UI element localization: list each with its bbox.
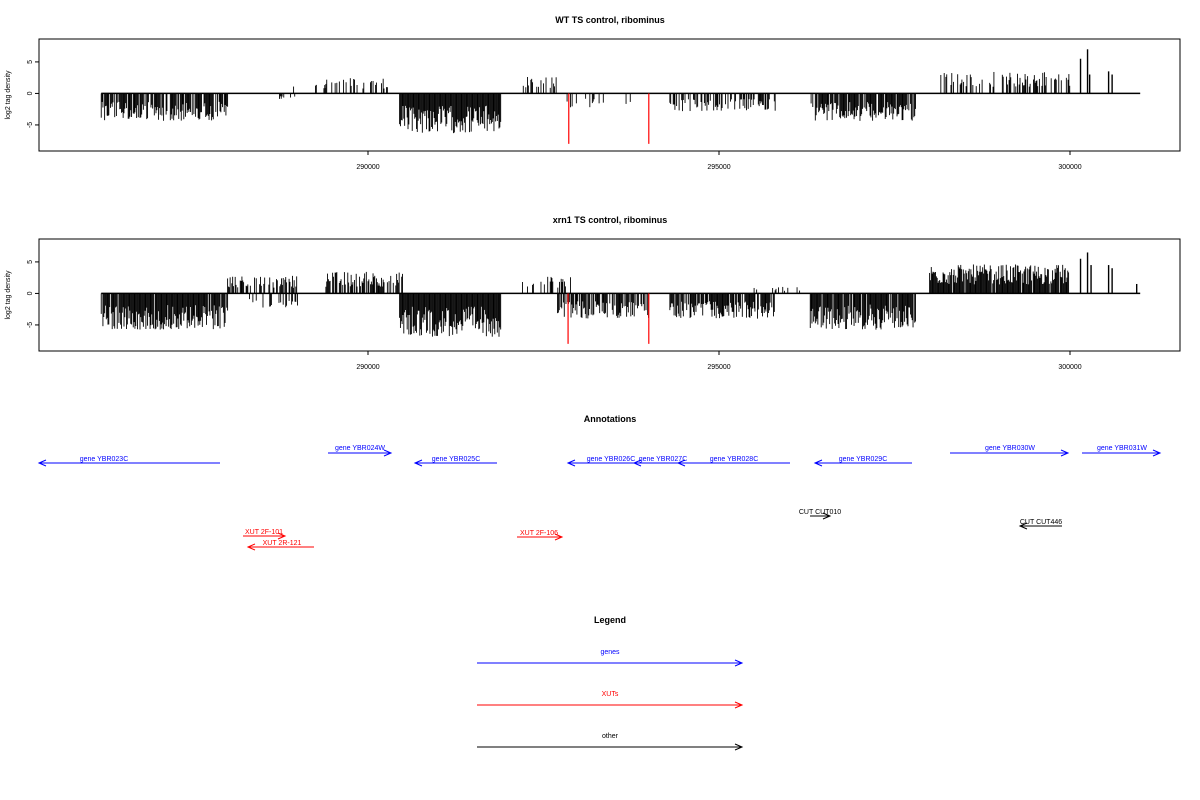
panel2-ylabel: log2 tag density	[5, 270, 12, 320]
cut-label: CUT CUT446	[1020, 519, 1062, 526]
cut-label: CUT CUT010	[799, 509, 841, 516]
y-tick-label: 0	[27, 291, 34, 295]
legend-label: other	[602, 733, 619, 740]
gene-label: gene YBR025C	[432, 456, 481, 463]
gene-label: gene YBR027C	[639, 456, 688, 463]
xut-arrow-head	[246, 543, 256, 551]
legend-arrow-head	[734, 743, 744, 751]
xut-label: XUT 2F-106	[520, 530, 558, 537]
annotation-tracks: gene YBR023C gene YBR024W gene YBR025C gene…	[37, 445, 1162, 551]
legend-label: XUTs	[602, 691, 619, 698]
annotations-title: Annotations	[584, 414, 637, 424]
gene-label: gene YBR024W	[335, 445, 385, 452]
panel1-title: WT TS control, ribominus	[555, 15, 665, 25]
y-tick-label: 0	[27, 91, 34, 95]
xut-arrow-head	[554, 533, 564, 541]
panel1-signal	[100, 49, 1141, 144]
gene-label: gene YBR028C	[710, 456, 759, 463]
legend-arrow-head	[734, 701, 744, 709]
x-tick-label: 295000	[707, 164, 730, 171]
gene-arrow-head	[1152, 449, 1162, 457]
gene-arrow-head	[383, 449, 393, 457]
x-tick-label: 295000	[707, 364, 730, 371]
panel2-axes: -5 0 5 290000 295000 300000	[27, 260, 1082, 371]
gene-label: gene YBR030W	[985, 445, 1035, 452]
x-tick-label: 290000	[356, 364, 379, 371]
gene-arrow-head	[566, 459, 576, 467]
gene-label: gene YBR031W	[1097, 445, 1147, 452]
legend-arrow-head	[734, 659, 744, 667]
panel1-frame	[38, 38, 1181, 152]
gene-arrow-head	[676, 459, 686, 467]
y-tick-label: 5	[27, 260, 34, 264]
x-tick-label: 300000	[1058, 364, 1081, 371]
gene-label: gene YBR029C	[839, 456, 888, 463]
gene-label: gene YBR026C	[587, 456, 636, 463]
gene-arrow-head	[813, 459, 823, 467]
xut-label: XUT 2R-121	[263, 540, 302, 547]
gene-label: gene YBR023C	[80, 456, 129, 463]
panel2-title: xrn1 TS control, ribominus	[553, 215, 668, 225]
gene-arrow-head	[1060, 449, 1070, 457]
panel2-frame	[38, 238, 1181, 352]
gene-arrow-head	[632, 459, 642, 467]
y-tick-label: -5	[27, 122, 34, 128]
legend: genes XUTs other	[477, 649, 744, 751]
y-tick-label: 5	[27, 60, 34, 64]
x-tick-label: 290000	[356, 164, 379, 171]
gene-arrow-head	[37, 459, 47, 467]
x-tick-label: 300000	[1058, 164, 1081, 171]
gene-arrow-head	[413, 459, 423, 467]
panel1-axes: -5 0 5 290000 295000 300000	[27, 60, 1082, 171]
xut-label: XUT 2F-101	[245, 529, 283, 536]
xut-arrow-head	[277, 532, 287, 540]
y-tick-label: -5	[27, 322, 34, 328]
legend-label: genes	[600, 649, 620, 656]
legend-title: Legend	[594, 615, 626, 625]
cut-arrow-head	[822, 512, 832, 520]
panel2-signal	[100, 252, 1141, 344]
panel1-ylabel: log2 tag density	[5, 70, 12, 120]
cut-arrow-head	[1018, 522, 1028, 530]
